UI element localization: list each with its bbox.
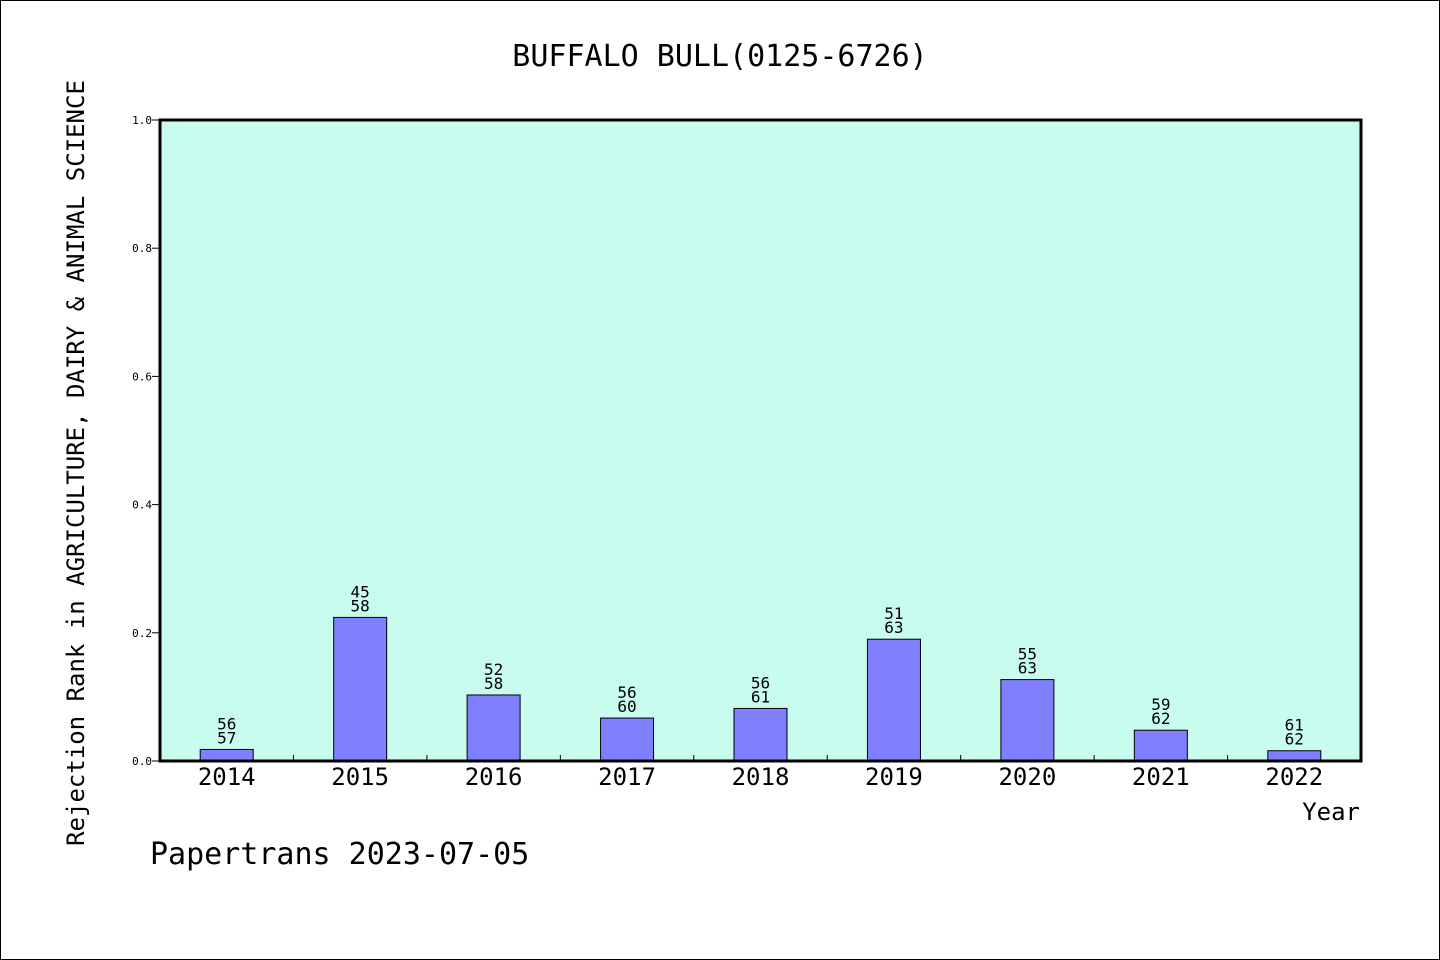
bar-label-top: 55 — [1018, 645, 1037, 664]
x-tick-label: 2020 — [998, 763, 1056, 791]
x-tick-label: 2015 — [331, 763, 389, 791]
bar-label-top: 59 — [1151, 695, 1170, 714]
x-tick-label: 2017 — [598, 763, 656, 791]
footer-text: Papertrans 2023-07-05 — [150, 837, 529, 872]
bar-label-top: 56 — [751, 673, 770, 692]
chart-title: BUFFALO BULL(0125-6726) — [512, 39, 927, 74]
y-axis-label: Rejection Rank in AGRICULTURE, DAIRY & A… — [62, 80, 90, 846]
x-ticks-group: 2014 2015 2016 2017 2018 2019 2020 2021 2022 — [198, 755, 1323, 791]
y-tick-label: 0.4 — [132, 499, 152, 512]
bar-label-bottom: 63 — [884, 618, 903, 637]
bar-label-bottom: 60 — [617, 697, 636, 716]
x-tick-label: 2018 — [732, 763, 790, 791]
bar-label-top: 56 — [217, 714, 236, 733]
bar-label-bottom: 58 — [484, 674, 503, 693]
bar-2021 — [1133, 729, 1188, 762]
bar-label-top: 61 — [1285, 716, 1304, 735]
bar-label-bottom: 62 — [1285, 730, 1304, 749]
bar-label-bottom: 63 — [1018, 659, 1037, 678]
bar-2014 — [199, 748, 254, 762]
bar-label-bottom: 57 — [217, 728, 236, 747]
bar-2017 — [600, 717, 655, 762]
x-tick-label: 2014 — [198, 763, 256, 791]
bar-2020 — [1000, 679, 1055, 762]
bar-label-bottom: 62 — [1151, 709, 1170, 728]
bar-label-top: 56 — [617, 683, 636, 702]
bar-2015 — [333, 616, 388, 762]
y-tick-label: 1.0 — [132, 114, 152, 127]
bar-2022 — [1267, 750, 1322, 762]
bar-2018 — [733, 707, 788, 762]
bar-label-top: 45 — [351, 582, 370, 601]
bar-label-top: 52 — [484, 660, 503, 679]
bar-label-bottom: 61 — [751, 687, 770, 706]
x-tick-label: 2022 — [1265, 763, 1323, 791]
bar-label-top: 51 — [884, 604, 903, 623]
y-tick-label: 0.8 — [132, 242, 152, 255]
x-tick-label: 2016 — [465, 763, 523, 791]
x-axis-label: Year — [1302, 798, 1360, 826]
y-ticks-group: 0.0 0.2 0.4 0.6 0.8 1.0 — [132, 114, 160, 768]
bar-2019 — [866, 638, 921, 762]
y-tick-label: 0.0 — [132, 755, 152, 768]
x-tick-label: 2021 — [1132, 763, 1190, 791]
x-tick-label: 2019 — [865, 763, 923, 791]
y-tick-label: 0.2 — [132, 627, 152, 640]
bar-label-bottom: 58 — [351, 596, 370, 615]
plot-border — [158, 118, 1363, 763]
bar-2016 — [466, 694, 521, 762]
y-tick-label: 0.6 — [132, 370, 152, 383]
